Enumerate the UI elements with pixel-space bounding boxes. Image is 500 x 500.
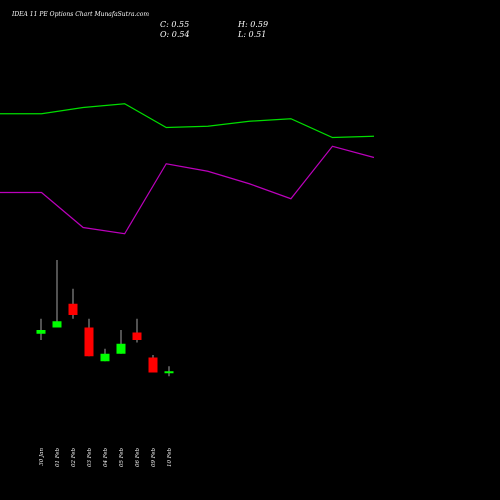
- indicator-line: [0, 103, 375, 139]
- candle-body: [148, 357, 158, 373]
- candle-body: [52, 321, 62, 328]
- x-tick-label: 06 Feb: [135, 448, 141, 468]
- open-label: O: 0.54: [160, 30, 190, 39]
- x-tick-label: 03 Feb: [87, 448, 93, 468]
- indicator-line: [0, 145, 375, 235]
- candle-body: [84, 327, 94, 357]
- chart-title: IDEA 11 PE Options Chart MunafaSutra.com: [11, 11, 149, 18]
- x-tick-label: 10 Feb: [167, 448, 173, 468]
- low-label: L: 0.51: [237, 30, 266, 39]
- close-label: C: 0.55: [160, 20, 189, 29]
- candle-body: [116, 343, 126, 354]
- candle-body: [164, 371, 174, 374]
- x-tick-label: 04 Feb: [103, 448, 109, 468]
- high-label: H: 0.59: [237, 20, 268, 29]
- candle-body: [36, 330, 46, 334]
- candle-body: [100, 353, 110, 362]
- candle-body: [132, 332, 142, 340]
- x-tick-label: 02 Feb: [71, 448, 77, 468]
- x-tick-label: 01 Feb: [55, 448, 61, 468]
- candle-body: [68, 303, 78, 315]
- x-tick-label: 05 Feb: [119, 448, 125, 468]
- x-tick-label: 30 Jan: [39, 448, 45, 466]
- x-tick-label: 09 Feb: [151, 448, 157, 468]
